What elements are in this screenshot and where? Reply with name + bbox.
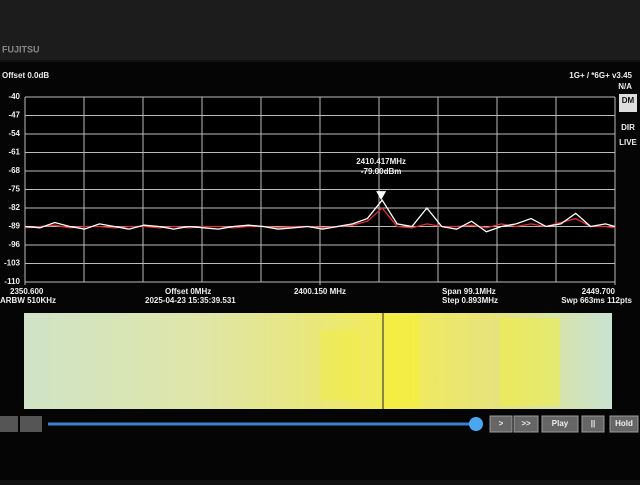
marker-level: -79.00dBm	[361, 167, 401, 176]
offset-db: Offset 0.0dB	[2, 71, 49, 80]
y-tick-label: -103	[4, 259, 21, 268]
offset-mhz: Offset 0MHz	[165, 287, 211, 296]
control-button[interactable]	[581, 415, 605, 433]
timestamp: 2025-04-23 15:35:39.531	[145, 296, 236, 305]
control-button[interactable]	[489, 415, 513, 433]
trace	[24, 198, 616, 233]
version: 1G+ / *6G+ v3.45	[569, 71, 632, 80]
y-tick-label: -75	[8, 185, 20, 194]
slider-thumb[interactable]	[469, 417, 483, 431]
y-tick-label: -47	[8, 111, 20, 120]
y-tick-label: -61	[8, 148, 20, 157]
waterfall	[24, 313, 612, 409]
control-button-label[interactable]: ||	[591, 419, 595, 428]
brand: FUJITSU	[2, 44, 40, 54]
bezel	[0, 0, 640, 60]
waterfall-patch	[500, 318, 560, 406]
y-tick-label: -54	[8, 129, 20, 138]
x-tick-label: 2449.700	[582, 287, 616, 296]
control-button-label[interactable]: >>	[521, 419, 531, 428]
marker-freq: 2410.417MHz	[356, 157, 406, 166]
nav-button[interactable]	[20, 416, 42, 432]
y-tick-label: -68	[8, 166, 20, 175]
x-tick-label: 2400.150 MHz	[294, 287, 346, 296]
rbw: ARBW 510KHz	[0, 296, 56, 305]
y-tick-label: -40	[8, 92, 20, 101]
y-tick-label: -110	[4, 277, 20, 286]
na: N/A	[618, 82, 632, 91]
trace	[24, 207, 616, 229]
y-tick-label: -89	[8, 222, 20, 231]
dir-label: DIR	[621, 123, 635, 132]
control-button-label[interactable]: Play	[552, 419, 569, 428]
waterfall-patch	[320, 330, 360, 400]
y-tick-label: -82	[8, 203, 20, 212]
marker	[376, 191, 387, 201]
span: Span 99.1MHz	[442, 287, 496, 296]
control-button-label[interactable]: Hold	[615, 419, 633, 428]
control-button[interactable]	[609, 415, 639, 433]
control-button[interactable]	[541, 415, 579, 433]
dm-box[interactable]	[619, 94, 637, 112]
waterfall-patch	[385, 315, 420, 407]
x-tick-label: 2350.600	[10, 287, 44, 296]
y-tick-label: -96	[8, 240, 20, 249]
step: Step 0.893MHz	[442, 296, 498, 305]
sweep: Swp 663ms 112pts	[561, 296, 632, 305]
live-label: LIVE	[619, 138, 637, 147]
control-button-label[interactable]: >	[499, 419, 504, 428]
control-button[interactable]	[513, 415, 539, 433]
dm-label[interactable]: DM	[622, 96, 635, 105]
nav-button[interactable]	[0, 416, 18, 432]
